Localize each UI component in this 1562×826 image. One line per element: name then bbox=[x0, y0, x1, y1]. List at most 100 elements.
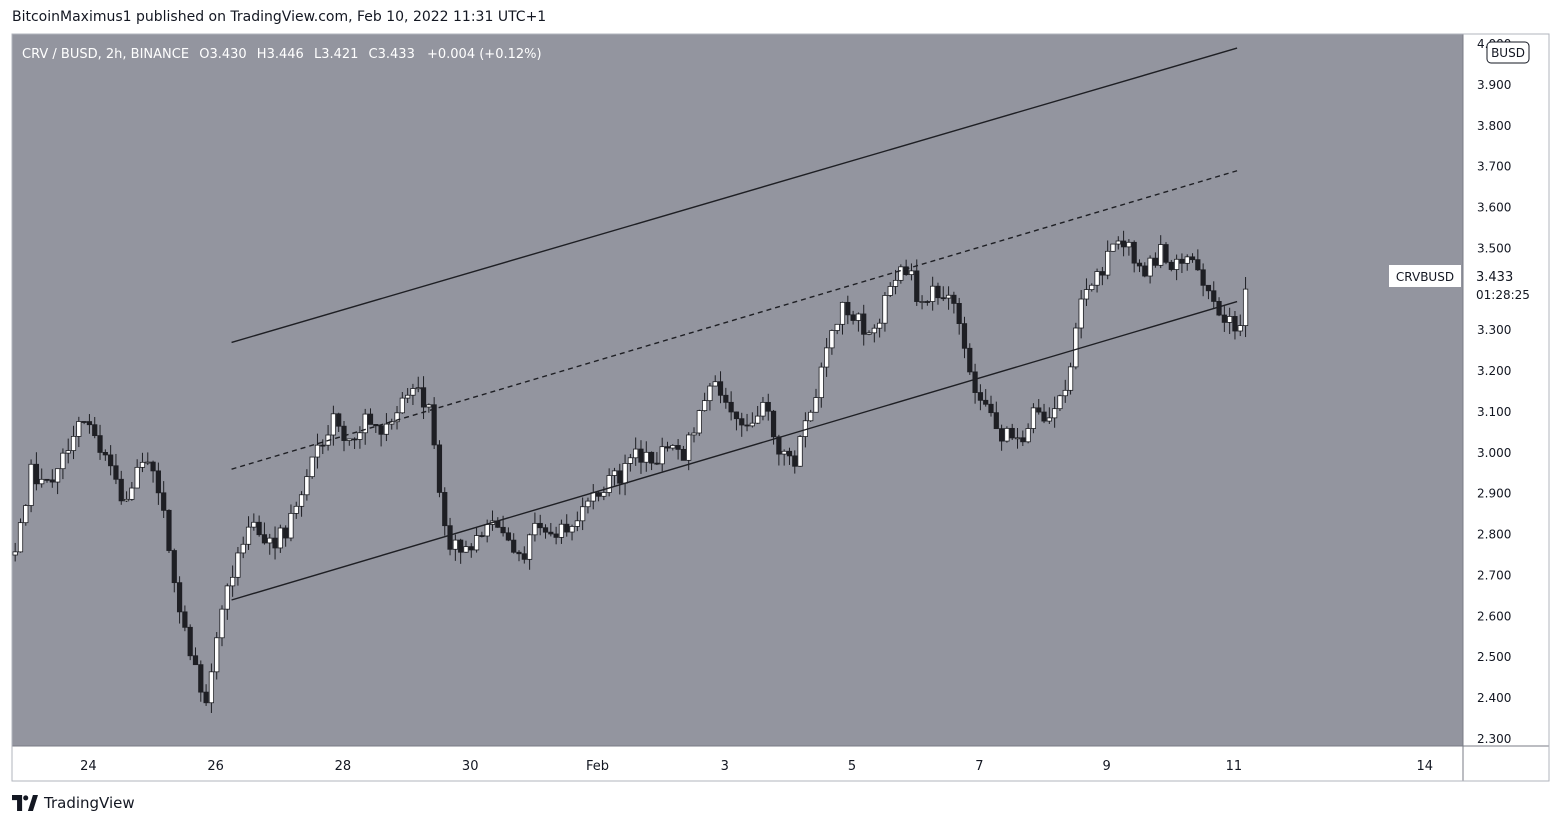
candle-body bbox=[267, 537, 273, 544]
candle-body bbox=[670, 445, 676, 449]
candle-body bbox=[1126, 241, 1132, 248]
svg-text:CRV / BUSD, 2h, BINANCE: CRV / BUSD, 2h, BINANCE O3.430 H3.446 L3… bbox=[22, 47, 542, 62]
candle-body bbox=[155, 470, 161, 494]
candle-body bbox=[1216, 301, 1222, 316]
candle-body bbox=[129, 487, 135, 500]
channel-mid-line[interactable] bbox=[231, 170, 1238, 470]
candle-body bbox=[717, 381, 724, 396]
candle-body bbox=[463, 546, 469, 553]
candle-body bbox=[293, 505, 299, 514]
candle-body bbox=[633, 448, 639, 459]
symbol-price-tag: CRVBUSD bbox=[1396, 270, 1454, 284]
candle-body bbox=[818, 366, 824, 399]
candle-body bbox=[728, 401, 734, 413]
channel-lines bbox=[231, 47, 1238, 601]
candle-body bbox=[357, 432, 363, 440]
candle-body bbox=[431, 404, 437, 446]
candle-body bbox=[17, 522, 24, 553]
candle-body bbox=[961, 323, 968, 349]
channel-upper-line[interactable] bbox=[231, 47, 1238, 344]
candle-body bbox=[92, 424, 98, 437]
candle-body bbox=[426, 404, 432, 408]
candle-body bbox=[930, 285, 936, 302]
candle-body bbox=[643, 451, 649, 463]
candle-body bbox=[808, 411, 814, 422]
time-tick-label: 26 bbox=[207, 759, 224, 774]
candle-body bbox=[346, 438, 352, 441]
candle-body bbox=[484, 524, 490, 537]
candle-body bbox=[1105, 250, 1111, 276]
candle-body bbox=[648, 451, 655, 464]
candle-body bbox=[500, 526, 506, 534]
candle-body bbox=[230, 576, 236, 587]
time-tick-label: 11 bbox=[1226, 759, 1243, 774]
candle-body bbox=[473, 535, 480, 551]
candle-body bbox=[972, 371, 978, 393]
candle-body bbox=[1052, 408, 1058, 419]
candle-body bbox=[166, 509, 172, 551]
candle-body bbox=[436, 444, 443, 493]
low-value: 3.421 bbox=[321, 47, 358, 62]
candle-body bbox=[977, 392, 983, 401]
candle-body bbox=[65, 450, 71, 454]
candle-body bbox=[208, 671, 215, 704]
candle-body bbox=[23, 505, 29, 524]
candle-body bbox=[776, 436, 782, 455]
time-tick-label: 28 bbox=[335, 759, 352, 774]
candle-body bbox=[595, 492, 602, 497]
candle-body bbox=[988, 403, 994, 414]
candle-body bbox=[760, 401, 766, 417]
tradingview-logo[interactable]: TradingView bbox=[12, 794, 135, 812]
candle-body bbox=[1147, 257, 1153, 277]
candle-body bbox=[123, 498, 130, 502]
candle-body bbox=[956, 303, 962, 324]
candle-body bbox=[919, 301, 925, 303]
candle-body bbox=[39, 478, 45, 485]
candle-body bbox=[76, 421, 82, 437]
candle-body bbox=[176, 582, 183, 613]
candle-body bbox=[272, 537, 278, 549]
price-tick-label: 3.200 bbox=[1477, 364, 1511, 378]
candle-body bbox=[1067, 366, 1074, 391]
candle-body bbox=[309, 456, 315, 478]
candle-body bbox=[1168, 261, 1174, 270]
price-tick-label: 3.300 bbox=[1477, 323, 1511, 337]
candle-body bbox=[654, 462, 660, 465]
price-tick-label: 2.800 bbox=[1477, 528, 1511, 542]
price-tick-label: 2.900 bbox=[1477, 487, 1511, 501]
time-axis-area[interactable] bbox=[12, 746, 1549, 781]
currency-badge[interactable]: BUSD bbox=[1486, 41, 1530, 64]
candle-body bbox=[627, 457, 633, 464]
candle-body bbox=[792, 455, 798, 467]
price-axis-area[interactable] bbox=[1463, 34, 1549, 746]
candle-body bbox=[214, 637, 220, 673]
candle-body bbox=[102, 452, 108, 456]
candle-body bbox=[834, 323, 840, 331]
candle-body bbox=[945, 294, 952, 299]
last-price-marker: 3.433 01:28:25 bbox=[1468, 265, 1540, 304]
close-label: C bbox=[369, 47, 378, 62]
candles-layer bbox=[12, 230, 1249, 713]
candle-body bbox=[70, 435, 77, 451]
low-label: L bbox=[314, 47, 322, 62]
symbol-legend[interactable]: CRV / BUSD, 2h, BINANCE O3.430 H3.446 L3… bbox=[22, 47, 542, 62]
candle-body bbox=[44, 478, 50, 481]
candle-body bbox=[1163, 244, 1169, 263]
candle-body bbox=[755, 415, 761, 424]
price-tick-label: 2.700 bbox=[1477, 568, 1511, 582]
candle-body bbox=[1073, 327, 1079, 368]
time-tick-label: 9 bbox=[1102, 759, 1110, 774]
candle-body bbox=[420, 387, 427, 408]
candle-body bbox=[532, 522, 538, 536]
time-tick-label: 7 bbox=[975, 759, 983, 774]
channel-lower-line[interactable] bbox=[231, 300, 1238, 601]
candle-body bbox=[192, 655, 199, 666]
plot-area[interactable] bbox=[12, 34, 1463, 746]
candle-body bbox=[813, 397, 819, 413]
candle-body bbox=[108, 454, 114, 467]
price-tick-label: 3.100 bbox=[1477, 405, 1511, 419]
candle-body bbox=[442, 492, 448, 527]
candle-body bbox=[664, 446, 671, 449]
candle-body bbox=[1030, 407, 1037, 429]
